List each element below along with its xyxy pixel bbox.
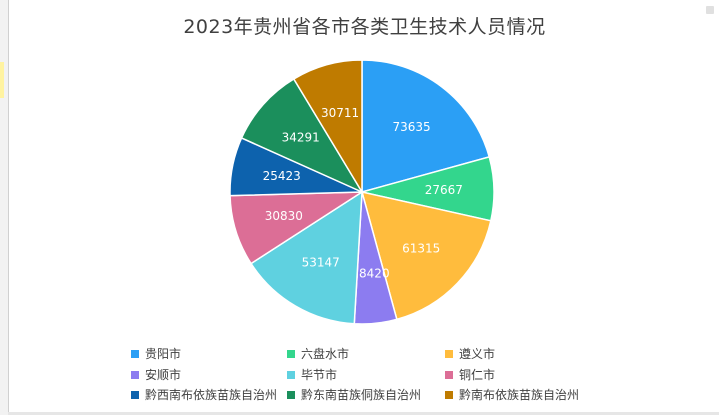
legend-label-4: 安顺市	[145, 368, 182, 382]
legend-swatch-5	[287, 370, 295, 379]
legend-item-6: 铜仁市	[445, 366, 495, 383]
legend-item-2: 六盘水市	[287, 345, 349, 362]
legend-item-7: 黔西南布依族苗族自治州	[131, 386, 277, 403]
legend-label-8: 黔东南苗族侗族自治州	[301, 388, 422, 402]
chart-area[interactable]: 2023年贵州省各市各类卫生技术人员情况 73635 27667 61315 1842…	[8, 0, 719, 412]
legend-item-4: 安顺市	[131, 366, 181, 383]
pie-slice-1[interactable]	[361, 59, 491, 193]
legend-label-1: 贵阳市	[145, 347, 182, 361]
chart-legend: 贵阳市 六盘水市 遵义市安顺市 毕节市 铜仁市黔西南布依族苗族自治州 黔东南苗族侗族自治州…	[9, 0, 719, 412]
legend-swatch-4	[131, 370, 139, 379]
pie-slice-9[interactable]	[292, 59, 363, 195]
selected-cell-marker	[0, 62, 4, 98]
legend-swatch-7	[131, 390, 139, 399]
legend-swatch-9	[445, 390, 453, 399]
legend-label-9: 黔南布依族苗族自治州	[459, 388, 580, 402]
data-label-6: 30830	[265, 209, 303, 223]
pie-slice-3[interactable]	[360, 190, 492, 321]
legend-label-3: 遵义市	[459, 347, 496, 361]
pie-slice-5[interactable]	[250, 190, 363, 325]
data-label-2: 27667	[425, 183, 463, 197]
legend-item-1: 贵阳市	[131, 345, 181, 362]
legend-item-8: 黔东南苗族侗族自治州	[287, 386, 421, 403]
legend-swatch-8	[287, 390, 295, 399]
legend-swatch-6	[445, 370, 453, 379]
legend-label-2: 六盘水市	[301, 347, 350, 361]
chart-handle[interactable]	[706, 6, 714, 14]
spreadsheet-edge	[8, 412, 719, 415]
legend-label-6: 铜仁市	[459, 368, 496, 382]
legend-item-3: 遵义市	[445, 345, 495, 362]
legend-swatch-2	[287, 349, 295, 358]
data-label-9: 30711	[321, 106, 359, 120]
data-label-1: 73635	[392, 120, 430, 134]
data-label-8: 34291	[282, 131, 320, 145]
legend-swatch-1	[131, 349, 139, 358]
pie-chart: 73635 27667 61315 18420 53147 30830 25423 34291…	[229, 59, 495, 325]
data-label-5: 53147	[302, 256, 340, 270]
legend-label-7: 黔西南布依族苗族自治州	[145, 388, 278, 402]
chart-title: 2023年贵州省各市各类卫生技术人员情况	[183, 16, 546, 38]
legend-item-5: 毕节市	[287, 366, 337, 383]
legend-label-5: 毕节市	[301, 368, 338, 382]
data-label-4: 18420	[351, 266, 389, 280]
legend-swatch-3	[445, 349, 453, 358]
legend-item-9: 黔南布依族苗族自治州	[445, 386, 579, 403]
data-label-7: 25423	[263, 169, 301, 183]
pie-slice-8[interactable]	[240, 77, 364, 194]
data-label-3: 61315	[402, 241, 440, 255]
